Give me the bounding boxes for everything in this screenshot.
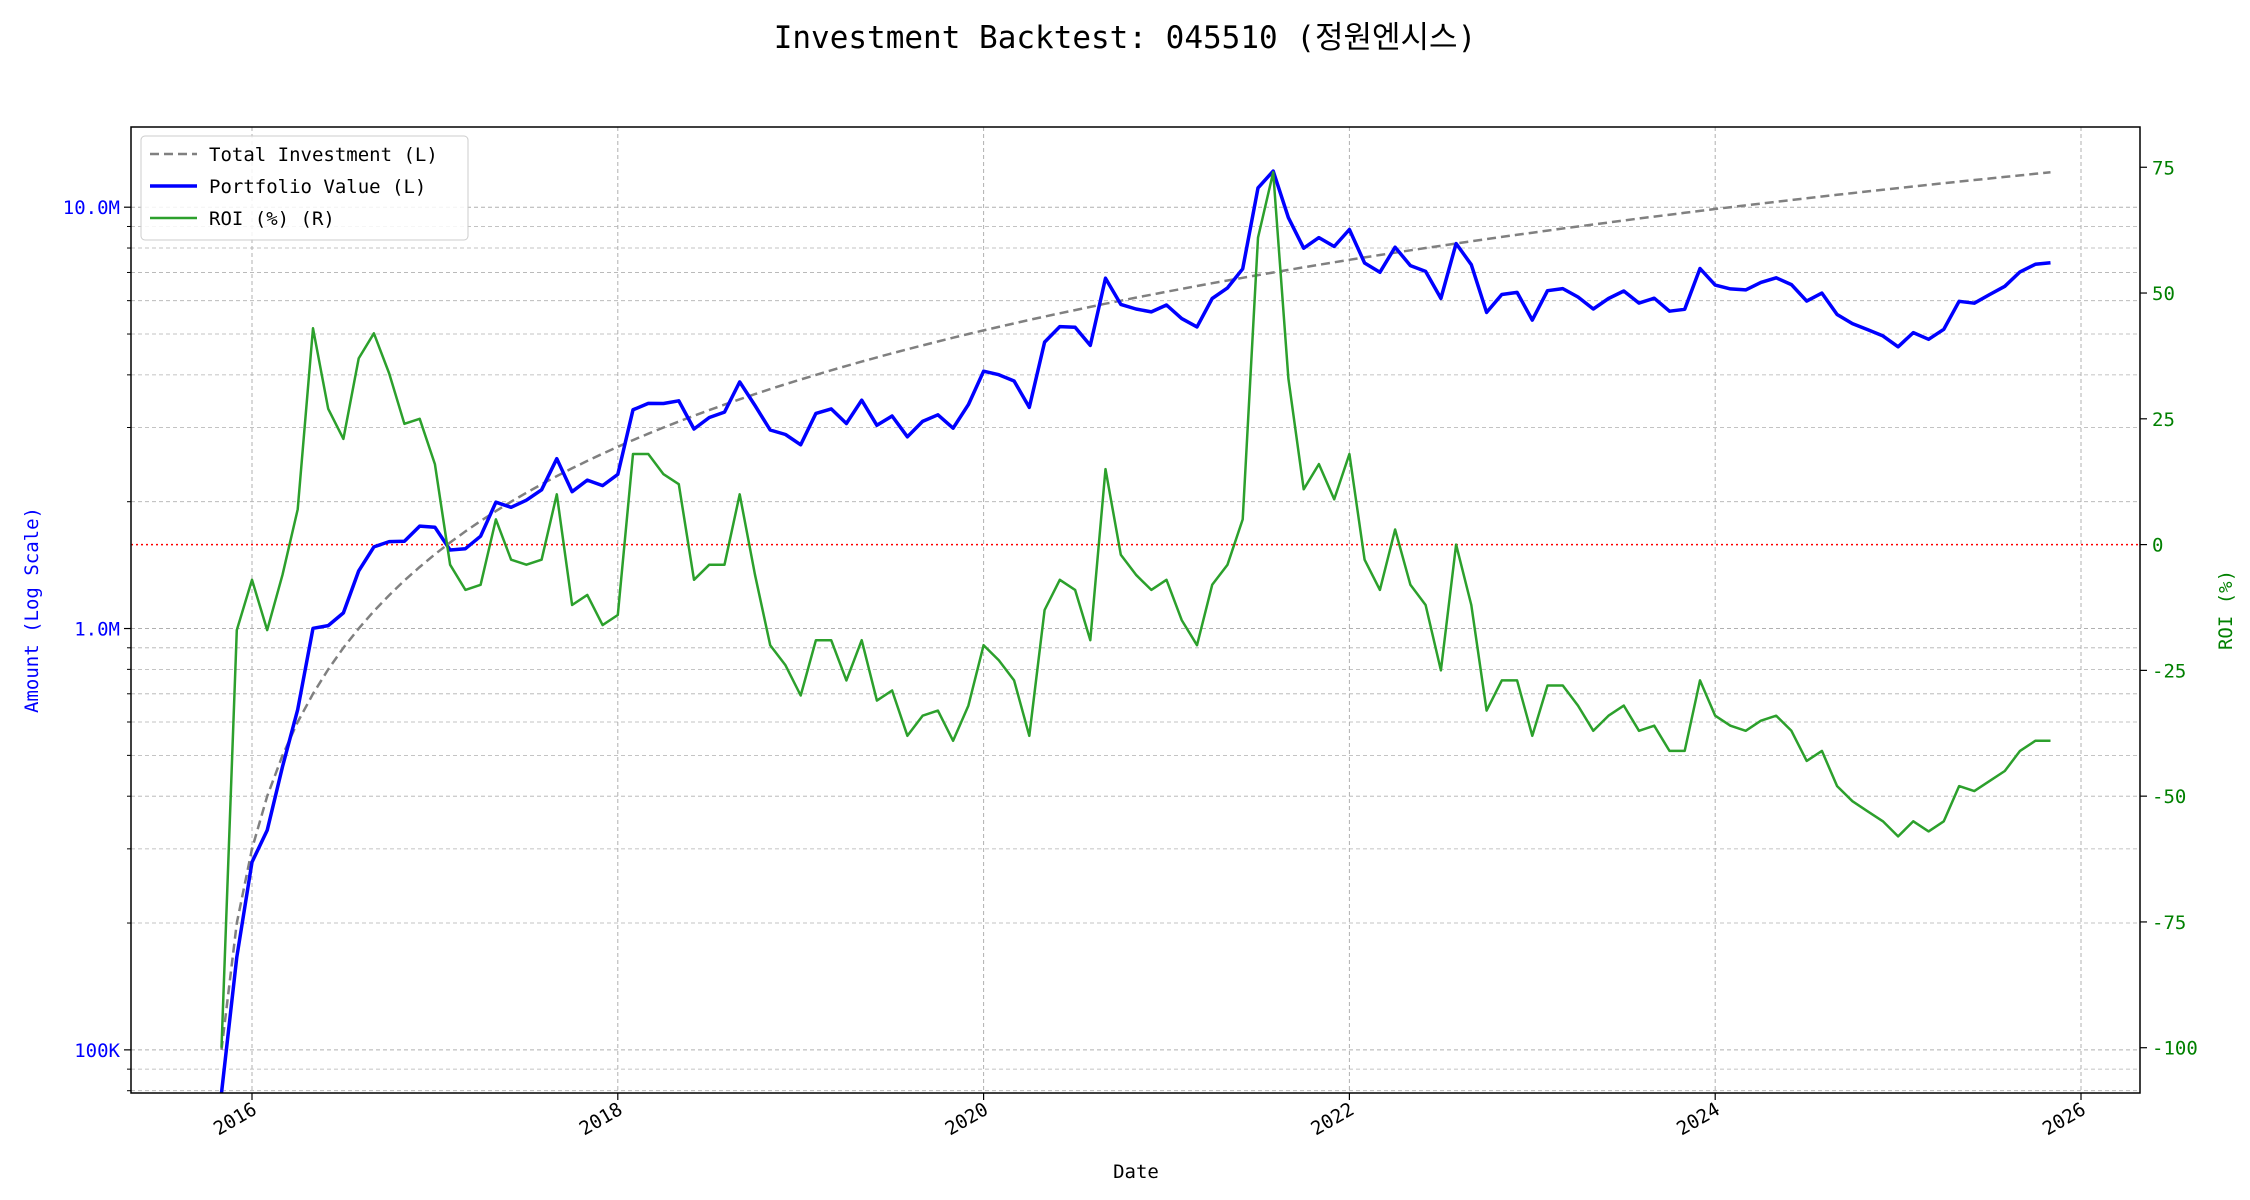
legend-box [140,135,469,241]
x-tick-label: 2020 [941,1098,992,1140]
plot-marks [131,169,2140,1094]
chart-title: Investment Backtest: 045510 (정원엔시스) [774,20,1477,56]
axes: 100K 1.0M 10.0M -100 -75 -50 -25 0 25 50 75 2016 201… [63,157,2198,1140]
y-right-tick-label: -100 [2152,1038,2198,1060]
grid-lines [131,127,2140,1093]
y-right-tick-label: 0 [2152,535,2163,557]
x-tick-label: 2022 [1307,1098,1358,1140]
y-right-axis-label: ROI (%) [2215,570,2237,650]
x-tick-label: 2026 [2039,1098,2090,1140]
x-tick-label: 2016 [210,1098,261,1140]
series-total-investment [220,171,2051,1051]
y-right-tick-label: -25 [2152,660,2186,682]
legend-label: Portfolio Value (L) [209,176,426,198]
series-roi [220,171,2051,1048]
legend-label: Total Investment (L) [209,144,438,166]
y-right-tick-label: -75 [2152,912,2186,934]
legend-label: ROI (%) (R) [209,208,335,230]
y-right-tick-label: 50 [2152,283,2175,305]
y-left-axis-label: Amount (Log Scale) [21,507,43,713]
legend: Total Investment (L) Portfolio Value (L) R… [140,135,469,241]
y-left-tick-label: 100K [74,1040,120,1062]
y-right-tick-label: -50 [2152,786,2186,808]
plot-frame [130,126,2141,1094]
x-axis-label: Date [1113,1161,1159,1183]
y-right-tick-label: 25 [2152,409,2175,431]
x-tick-label: 2024 [1673,1098,1724,1140]
y-left-tick-label: 1.0M [74,619,120,641]
y-left-tick-label: 10.0M [63,197,120,219]
x-tick-label: 2018 [576,1098,627,1140]
series-portfolio-value [219,169,2051,1094]
y-right-tick-label: 75 [2152,157,2175,179]
